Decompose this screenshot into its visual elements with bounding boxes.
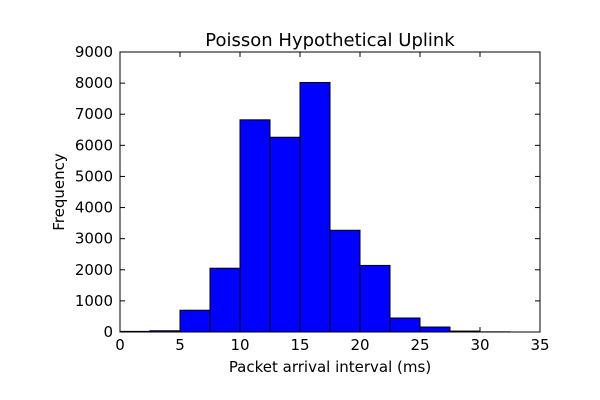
bars-group bbox=[119, 81, 511, 333]
x-tick-label: 20 bbox=[350, 336, 369, 354]
x-tick-label: 5 bbox=[175, 336, 185, 354]
x-tick-label: 15 bbox=[290, 336, 309, 354]
y-tick-label: 1000 bbox=[75, 292, 113, 310]
y-tick-label: 6000 bbox=[75, 136, 113, 154]
x-tick-label: 0 bbox=[115, 336, 125, 354]
histogram-bar bbox=[389, 317, 421, 333]
y-tick-label: 4000 bbox=[75, 199, 113, 217]
histogram-bar bbox=[329, 229, 361, 333]
histogram-bar bbox=[269, 136, 301, 333]
histogram-bar bbox=[179, 309, 211, 333]
y-tick-label: 0 bbox=[103, 323, 113, 341]
histogram-bar bbox=[419, 326, 451, 333]
y-tick-label: 2000 bbox=[75, 261, 113, 279]
y-axis: 0 1000 2000 3000 4000 5000 6000 7000 8000 9000 bbox=[75, 43, 540, 341]
x-axis: 0 5 10 15 20 25 30 35 bbox=[115, 52, 550, 354]
x-tick-label: 35 bbox=[530, 336, 549, 354]
x-tick-label: 25 bbox=[410, 336, 429, 354]
x-tick-label: 30 bbox=[470, 336, 489, 354]
y-tick-label: 5000 bbox=[75, 167, 113, 185]
y-axis-label: Frequency bbox=[50, 153, 68, 231]
x-tick-label: 10 bbox=[230, 336, 249, 354]
histogram-bar bbox=[239, 119, 271, 333]
y-tick-label: 8000 bbox=[75, 74, 113, 92]
x-axis-label: Packet arrival interval (ms) bbox=[229, 358, 431, 376]
plot-frame bbox=[119, 51, 541, 333]
chart-title: Poisson Hypothetical Uplink bbox=[205, 30, 455, 51]
histogram-bar bbox=[359, 264, 391, 333]
histogram-bar bbox=[299, 81, 331, 333]
y-tick-label: 7000 bbox=[75, 105, 113, 123]
y-tick-label: 3000 bbox=[75, 230, 113, 248]
histogram-bar bbox=[209, 267, 241, 333]
y-tick-label: 9000 bbox=[75, 43, 113, 61]
